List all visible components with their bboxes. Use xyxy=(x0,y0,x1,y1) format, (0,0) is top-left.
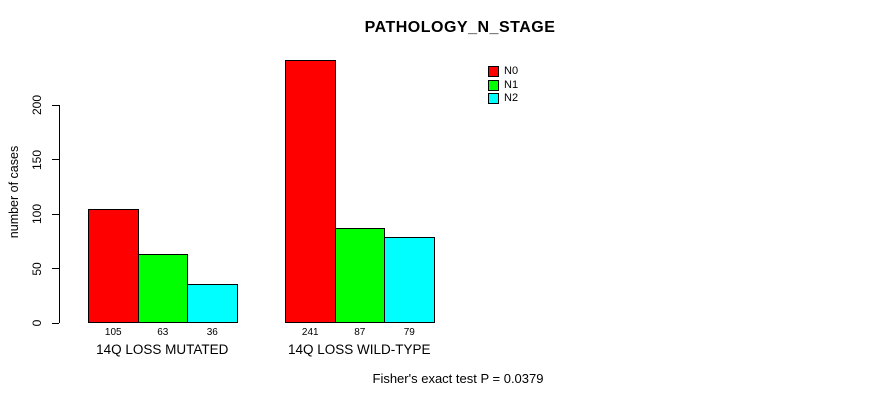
legend-swatch-icon xyxy=(488,66,499,77)
legend-item-n0: N0 xyxy=(488,65,518,78)
legend-swatch-icon xyxy=(488,79,499,91)
bar-value-label: 87 xyxy=(354,327,366,338)
y-axis-tick xyxy=(52,322,59,324)
legend-item-n1: N1 xyxy=(488,79,518,92)
legend-item-n2: N2 xyxy=(488,92,518,105)
legend-label: N0 xyxy=(504,65,519,77)
bar-n1-2 xyxy=(334,228,385,323)
legend-label: N1 xyxy=(504,78,519,91)
stat-annotation: Fisher's exact test P = 0.0379 xyxy=(372,371,544,386)
y-axis-tick-label: 150 xyxy=(30,149,44,170)
y-axis-tick-label: 200 xyxy=(30,94,44,116)
y-axis-line xyxy=(59,105,60,323)
y-axis-tick xyxy=(52,159,59,160)
y-axis-tick-label: 50 xyxy=(30,261,44,276)
bar-n1-1 xyxy=(137,254,188,323)
y-axis-tick-label: 0 xyxy=(30,319,44,327)
bar-value-label: 241 xyxy=(301,327,319,338)
legend: N0 N1 N2 xyxy=(488,65,518,106)
y-axis-tick xyxy=(52,104,59,106)
bar-n0-1 xyxy=(88,209,139,323)
bar-n0-2 xyxy=(285,60,336,323)
bar-n2-1 xyxy=(187,284,238,323)
y-axis-tick-label: 100 xyxy=(30,203,44,225)
legend-label: N2 xyxy=(504,92,519,104)
y-axis-tick xyxy=(52,268,59,269)
bar-n2-2 xyxy=(384,237,435,323)
y-axis-title: number of cases xyxy=(7,145,21,239)
y-axis-tick xyxy=(52,213,59,215)
bar-value-label: 105 xyxy=(104,327,122,338)
category-label: 14Q LOSS MUTATED xyxy=(96,342,229,357)
category-label: 14Q LOSS WILD-TYPE xyxy=(287,342,431,357)
bar-value-label: 63 xyxy=(157,327,169,338)
bar-value-label: 79 xyxy=(403,327,415,338)
bar-value-label: 36 xyxy=(206,327,218,338)
legend-swatch-icon xyxy=(488,93,499,104)
chart-title: PATHOLOGY_N_STAGE xyxy=(364,19,556,36)
